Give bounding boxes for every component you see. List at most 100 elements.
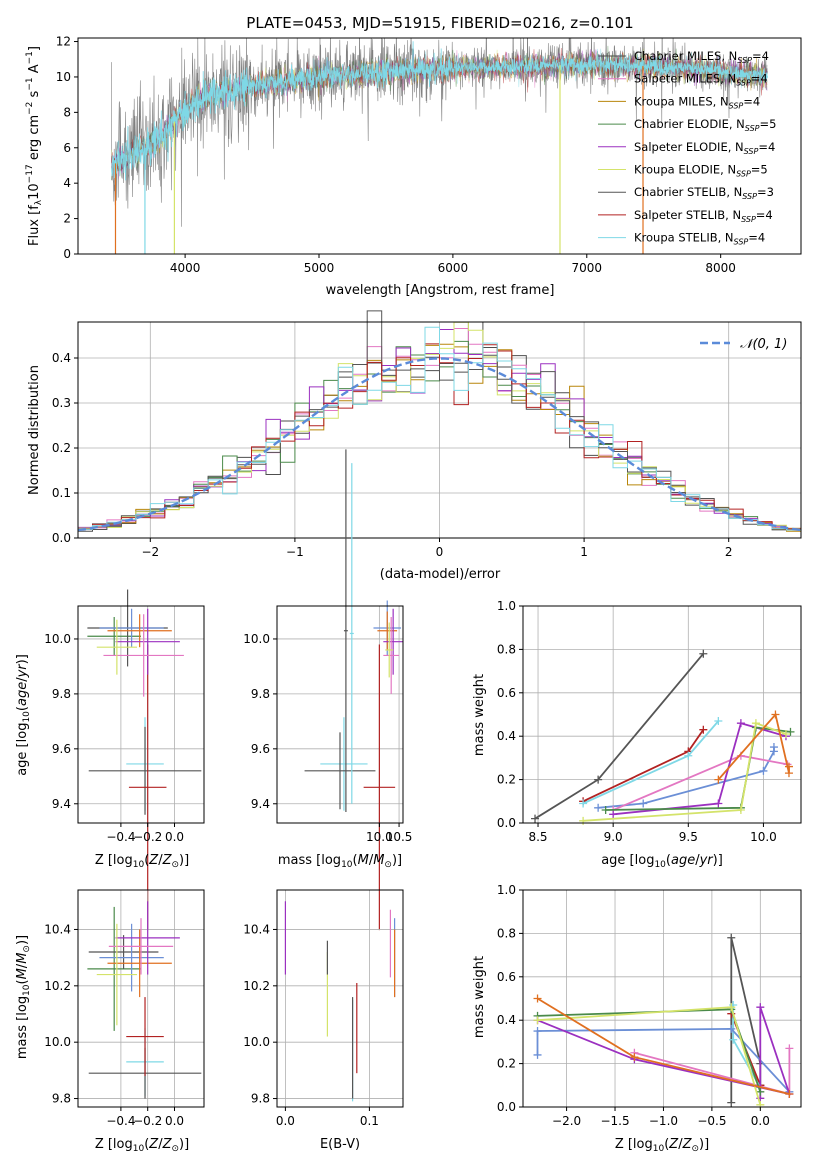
xtick-label: −0.5 xyxy=(697,1114,726,1128)
weight-vs-age-panel: 8.5 9.0 9.5 10.0 0.0 0.2 0.4 0.6 0.8 1.0 xyxy=(497,599,802,844)
residual-ylabel: Normed distribution xyxy=(27,365,42,495)
residual-ytick-label: 0.0 xyxy=(52,531,71,545)
weight-marker-9 xyxy=(714,775,723,784)
spectrum-lines xyxy=(111,38,768,254)
weight-marker-2 xyxy=(699,725,708,734)
weight-marker-4 xyxy=(769,743,778,752)
spectrum-legend-entry-4: Chabrier ELODIE, NSSP=5 xyxy=(634,117,776,133)
weight-line-2 xyxy=(582,729,705,803)
weight-marker-8 xyxy=(781,730,790,739)
spectrum-ytick-label: 2 xyxy=(63,212,71,226)
weight-marker-1 xyxy=(699,649,708,658)
spectrum-legend-entry-5: Salpeter ELODIE, NSSP=4 xyxy=(634,140,775,156)
residual-xlabel: (data-model)/error xyxy=(380,567,501,582)
xtick-label: −0.4 xyxy=(106,830,135,844)
ytick-label: 9.6 xyxy=(52,742,71,756)
spectrum-legend-entry-7: Chabrier STELIB, NSSP=3 xyxy=(634,185,774,201)
weight-line-9 xyxy=(717,712,790,781)
residual-ytick-label: 0.2 xyxy=(52,441,71,455)
spectrum-ylabel: Flux [fλ10−17 erg cm−2 s−1 A−1] xyxy=(25,46,44,246)
weight-marker-6 xyxy=(756,1003,765,1012)
plot-content xyxy=(533,933,794,1109)
spectrum-clip-group xyxy=(111,38,768,254)
age-z-ylabel: age [log10(age/yr)] xyxy=(15,654,32,776)
weight-marker-3 xyxy=(729,1035,738,1044)
weight-z-ylabel: mass weight xyxy=(472,956,487,1038)
spectrum-xtick-label: 6000 xyxy=(438,261,469,275)
ytick-label: 0.4 xyxy=(497,1013,516,1027)
axes-frame xyxy=(522,605,802,824)
spectrum-legend-text: Kroupa MILES, N xyxy=(634,94,729,108)
spectrum-legend-text: Salpeter ELODIE, N xyxy=(634,140,744,154)
residual-ytick-label: 0.1 xyxy=(52,486,71,500)
spectrum-legend-entry-3: Kroupa MILES, NSSP=4 xyxy=(634,94,760,110)
weight-marker-8 xyxy=(533,1016,542,1025)
age-z-xlabel: Z [log10(Z/Z⊙)] xyxy=(95,853,189,870)
xtick-label: 0.0 xyxy=(165,1114,184,1128)
spectrum-legend-subscript: SSP xyxy=(742,192,757,201)
ytick-label: 0.6 xyxy=(497,686,516,700)
figure-title: PLATE=0453, MJD=51915, FIBERID=0216, z=0… xyxy=(246,14,633,32)
weight-marker-8 xyxy=(751,719,760,728)
gaussian-legend-label: 𝒩(0, 1) xyxy=(740,337,787,352)
residual-histogram-9 xyxy=(78,326,801,531)
weight-line-7 xyxy=(605,726,791,811)
weight-marker-5 xyxy=(785,1044,794,1053)
spectrum-legend-text: Chabrier ELODIE, N xyxy=(634,117,745,131)
weight-vs-z-panel: −2.0 −1.5 −1.0 −0.5 0.0 0.0 0.2 0.4 0.6 0.8 1.0 xyxy=(497,883,802,1128)
ytick-label: 10.2 xyxy=(44,979,71,993)
ytick-label: 10.0 xyxy=(44,1035,71,1049)
spectrum-legend-subscript: SSP xyxy=(745,124,760,133)
xtick-label: 9.0 xyxy=(604,830,623,844)
spectrum-panel: 4000 5000 6000 7000 8000 0 2 4 6 8 10 12 wavelength… xyxy=(25,35,802,298)
plot-content xyxy=(304,449,403,931)
weight-marker-7 xyxy=(756,1087,765,1096)
residual-xtick-label: 1 xyxy=(580,545,588,559)
spectrum-xtick-label: 8000 xyxy=(705,261,736,275)
axes-frame xyxy=(276,889,404,1108)
weight-marker-9 xyxy=(630,1053,639,1062)
spectrum-legend-value: =5 xyxy=(760,117,777,131)
gaussian-curve xyxy=(77,357,802,532)
spectrum-ytick-label: 10 xyxy=(56,70,71,84)
residual-ticks: −2 −1 0 1 2 0.0 0.1 0.2 0.3 0.4 xyxy=(52,351,733,559)
xtick-label: 10.0 xyxy=(366,830,393,844)
residual-ytick-label: 0.3 xyxy=(52,396,71,410)
spectrum-xlabel: wavelength [Angstrom, rest frame] xyxy=(326,283,555,298)
xtick-label: 10.5 xyxy=(386,830,413,844)
weight-marker-8 xyxy=(579,816,588,825)
mass-vs-z-panel: −0.4−0.2 0.0 9.8 10.0 10.2 10.4 xyxy=(44,889,205,1128)
mass-ebv-xlabel: E(B-V) xyxy=(320,1137,360,1152)
residual-xtick-label: −2 xyxy=(141,545,159,559)
ytick-label: 0.2 xyxy=(497,1057,516,1071)
spectrum-legend-entry-6: Kroupa ELODIE, NSSP=5 xyxy=(634,163,768,179)
spectrum-legend-text: Salpeter STELIB, N xyxy=(634,208,741,222)
weight-marker-9 xyxy=(784,762,793,771)
weight-marker-6 xyxy=(609,810,618,819)
plot-content xyxy=(531,649,795,825)
residual-xtick-label: −1 xyxy=(286,545,304,559)
weight-marker-9 xyxy=(771,710,780,719)
spectrum-legend-text: Chabrier STELIB, N xyxy=(634,185,742,199)
spectrum-legend-entry-8: Salpeter STELIB, NSSP=4 xyxy=(634,208,773,224)
xtick-label: 0.0 xyxy=(165,830,184,844)
ytick-label: 9.6 xyxy=(251,742,270,756)
xtick-label: −1.5 xyxy=(600,1114,629,1128)
spectrum-ytick-label: 0 xyxy=(63,247,71,261)
weight-marker-6 xyxy=(736,719,745,728)
spectrum-legend-value: =4 xyxy=(756,208,773,222)
spectrum-legend-subscript: SSP xyxy=(736,170,751,179)
weight-marker-3 xyxy=(714,717,723,726)
mass-z-ylabel: mass [log10(M/M⊙)] xyxy=(15,935,32,1059)
xtick-label: 0.1 xyxy=(360,1114,379,1128)
spectrum-ytick-label: 6 xyxy=(63,141,71,155)
weight-marker-1 xyxy=(727,933,736,942)
spectrum-legend-subscript: SSP xyxy=(744,147,759,156)
axes-frame xyxy=(77,605,205,824)
spectrum-legend-text: Kroupa ELODIE, N xyxy=(634,163,736,177)
plot-content xyxy=(87,901,202,1099)
spectrum-ytick-label: 8 xyxy=(63,105,71,119)
ytick-label: 0.2 xyxy=(497,773,516,787)
weight-marker-7 xyxy=(786,727,795,736)
